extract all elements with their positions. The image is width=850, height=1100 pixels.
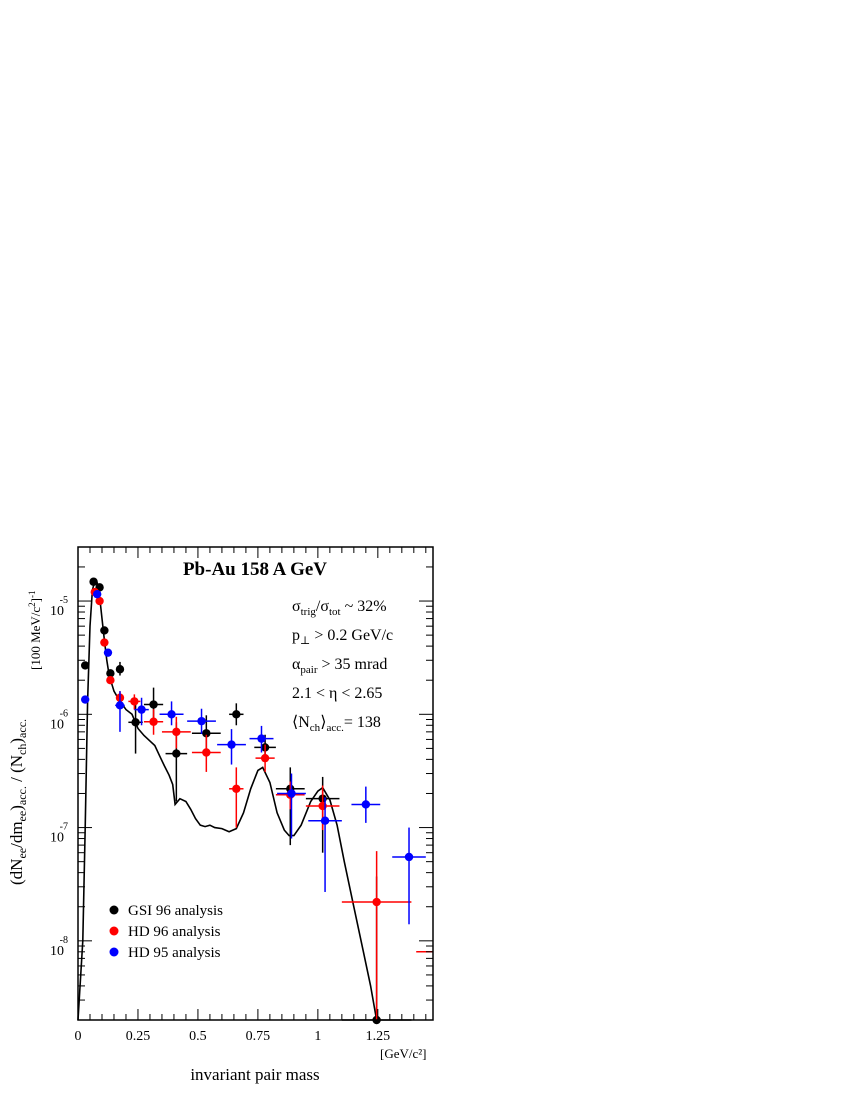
data-point	[149, 700, 158, 709]
data-point	[80, 661, 90, 670]
data-point	[202, 748, 211, 757]
data-point	[149, 717, 158, 726]
chart-title: Pb-Au 158 A GeV	[183, 559, 327, 580]
legend-label: HD 95 analysis	[128, 945, 221, 961]
y-axis-unit: [100 MeV/c2]-1	[27, 590, 43, 670]
y-tick-exponent: -5	[60, 595, 68, 606]
annotation-line: ⟨Nch⟩acc.= 138	[292, 714, 381, 734]
data-point	[172, 749, 181, 758]
x-tick-label: 0.75	[246, 1029, 271, 1044]
data-point	[320, 816, 330, 825]
annotation-line: 2.1 < η < 2.65	[292, 685, 382, 702]
data-point	[232, 710, 241, 719]
legend: GSI 96 analysis HD 96 analysis HD 95 analy…	[109, 903, 223, 961]
y-tick-exponent: -7	[60, 822, 68, 833]
data-point	[260, 753, 270, 763]
data-point	[92, 589, 102, 599]
data-point	[287, 789, 296, 798]
x-axis-label: invariant pair mass	[190, 1065, 319, 1084]
data-point	[232, 784, 241, 793]
x-tick-label: 0.25	[126, 1029, 151, 1044]
data-point	[257, 734, 266, 743]
y-tick-label: 10	[50, 604, 64, 619]
data-point	[172, 727, 181, 737]
data-point	[115, 665, 125, 674]
x-tick-label: 0	[75, 1029, 82, 1044]
data-point	[100, 638, 109, 647]
data-point	[130, 697, 139, 706]
series-0	[80, 577, 412, 1025]
y-tick-label: 10	[50, 717, 64, 732]
data-point	[202, 729, 211, 738]
legend-marker	[109, 947, 119, 957]
y-tick-exponent: -8	[60, 935, 68, 946]
x-axis-unit: [GeV/c²]	[380, 1046, 426, 1061]
data-point	[106, 676, 115, 685]
series-1	[90, 587, 433, 1020]
data-point	[95, 596, 104, 606]
y-tick-label: 10	[50, 944, 64, 959]
data-point	[115, 701, 125, 710]
y-axis-label: (dNee/dmee)acc. / (Nch)acc. [100 MeV/c2]-…	[7, 590, 43, 885]
data-point	[167, 710, 176, 719]
y-tick-exponent: -6	[60, 708, 68, 719]
data-point	[137, 705, 146, 714]
annotation-line: σtrig/σtot ~ 32%	[292, 598, 387, 618]
y-axis-title: (dNee/dmee)acc. / (Nch)acc.	[7, 719, 29, 885]
annotations: σtrig/σtot ~ 32% p⊥ > 0.2 GeV/c αpair > 35…	[292, 598, 393, 734]
data-point	[404, 852, 414, 862]
data-point	[103, 648, 113, 657]
model-curve-layer	[77, 579, 378, 1021]
model-curve	[77, 579, 378, 1021]
legend-label: HD 96 analysis	[128, 924, 221, 940]
data-point	[106, 669, 115, 678]
x-tick-label: 0.5	[189, 1029, 207, 1044]
data-point	[372, 897, 381, 907]
data-point	[197, 716, 206, 726]
data-point	[361, 800, 371, 809]
legend-marker	[109, 926, 119, 936]
data-point	[227, 740, 236, 749]
data-point	[100, 626, 109, 635]
data-point	[89, 577, 98, 586]
x-tick-label: 1.25	[366, 1029, 391, 1044]
x-tick-label: 1	[314, 1029, 321, 1044]
series-2	[80, 589, 426, 925]
annotation-line: p⊥ > 0.2 GeV/c	[292, 627, 393, 647]
plot-frame	[77, 546, 434, 1021]
annotation-line: αpair > 35 mrad	[292, 656, 387, 676]
legend-label: GSI 96 analysis	[128, 903, 223, 919]
y-tick-label: 10	[50, 831, 64, 846]
data-point	[80, 695, 90, 704]
data-point	[131, 718, 140, 727]
series-layer	[80, 577, 433, 1025]
legend-marker	[109, 905, 119, 915]
